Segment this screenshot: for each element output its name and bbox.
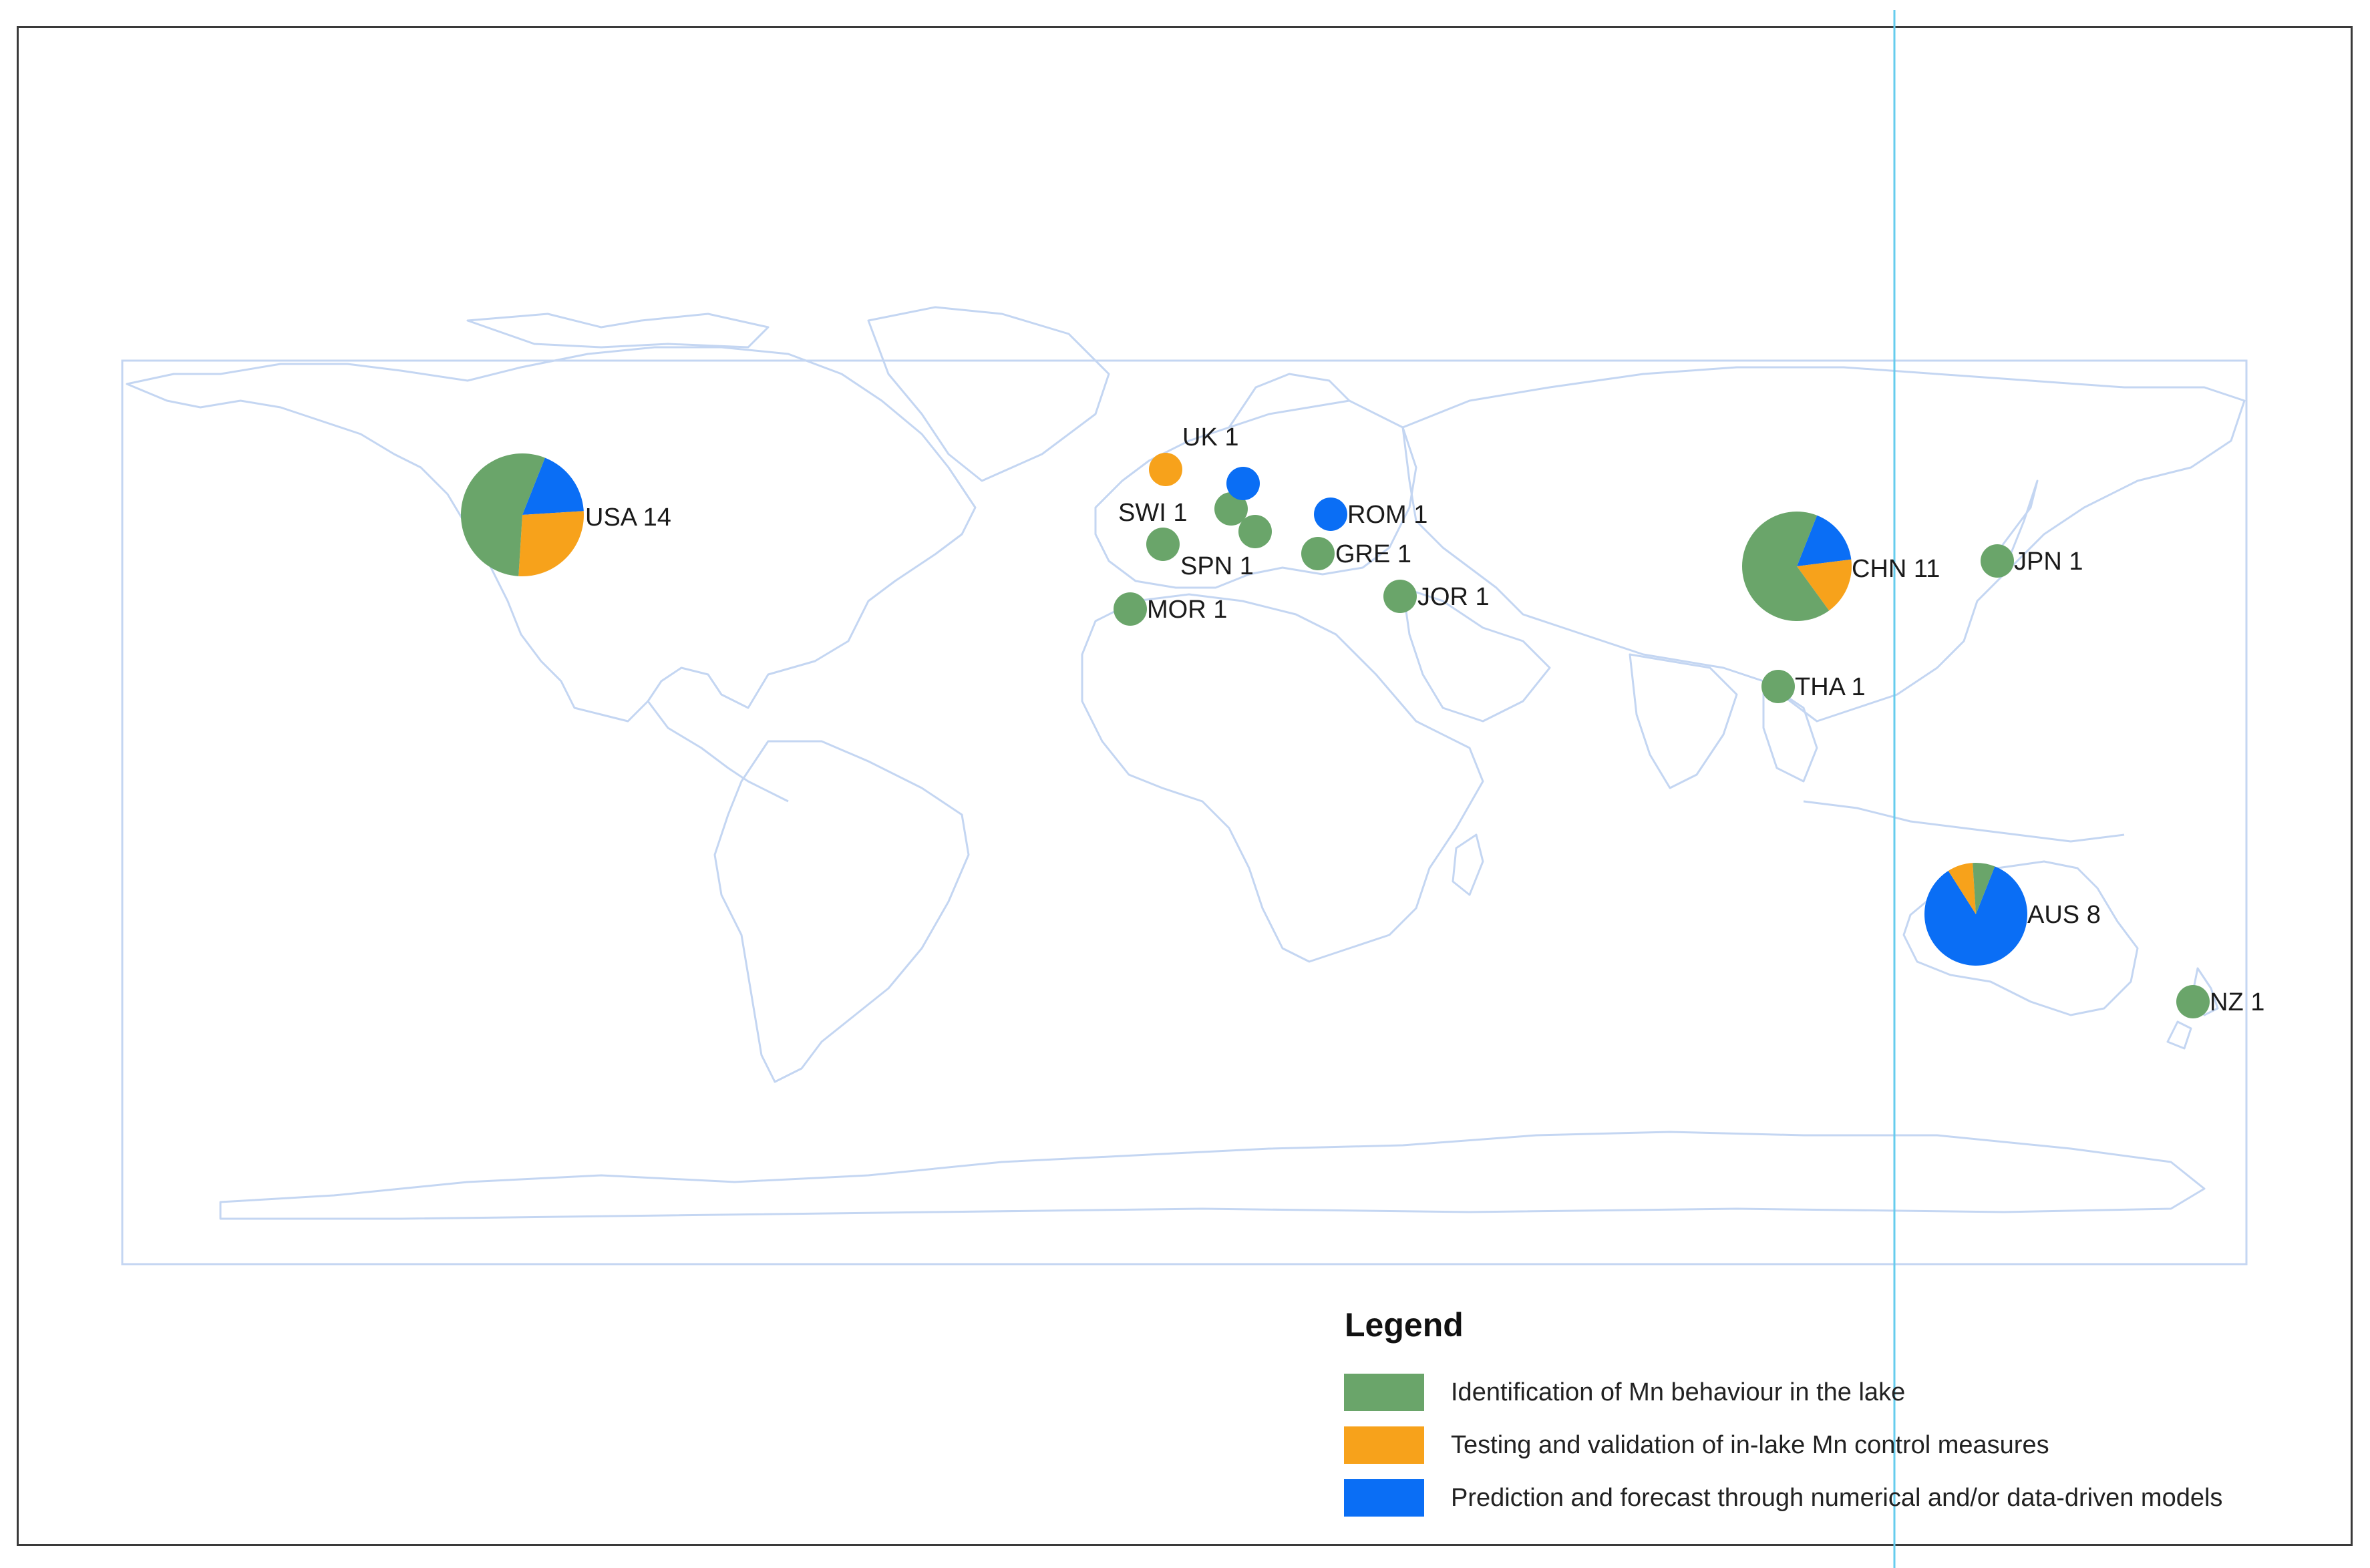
africa-outline [1081, 593, 1484, 963]
pie-slice-aus-testing [1948, 863, 1976, 914]
legend-swatch-identification [1344, 1374, 1424, 1411]
pie-slice-chn-identification [1741, 511, 1830, 622]
pie-aus [1924, 863, 2027, 966]
label-usa: USA 14 [585, 504, 671, 532]
pie-slice-usa-identification [461, 453, 545, 576]
land-outlines [126, 306, 2246, 1220]
pie-slice-chn-prediction [1797, 515, 1852, 566]
marker-unlabeled-1 [1226, 467, 1260, 500]
marker-nz [2176, 985, 2210, 1018]
marker-jor [1383, 580, 1417, 613]
indonesia-outline [1803, 800, 2125, 843]
marker-jpn [1981, 544, 2014, 578]
marker-gre [1301, 537, 1335, 570]
label-jor: JOR 1 [1417, 583, 1490, 611]
legend-label-prediction: Prediction and forecast through numerica… [1451, 1483, 2223, 1512]
marker-mor [1114, 592, 1147, 626]
greenland-outline [867, 306, 1110, 482]
label-jpn: JPN 1 [2014, 548, 2083, 576]
legend-title: Legend [1345, 1306, 1464, 1344]
south-america-outline [713, 740, 970, 1083]
map-frame [17, 26, 2353, 1546]
label-rom: ROM 1 [1347, 501, 1427, 529]
label-aus: AUS 8 [2027, 901, 2101, 929]
marker-rom [1314, 498, 1347, 531]
label-tha: THA 1 [1795, 673, 1866, 701]
north-america-outline [126, 346, 977, 723]
pie-slice-usa-prediction [522, 457, 584, 515]
marker-spn [1146, 528, 1180, 561]
central-america-outline [647, 701, 789, 803]
pie-slice-aus-prediction [1924, 866, 2027, 966]
label-chn: CHN 11 [1852, 555, 1940, 583]
pie-slice-aus-identification [1973, 863, 1995, 914]
southeast-asia-outline [1762, 680, 1818, 783]
asia-outline [1401, 366, 2246, 723]
europe-outline [1094, 399, 1417, 589]
arabia-outline [1401, 586, 1551, 723]
label-swi: SWI 1 [1118, 499, 1187, 527]
scandinavia-outline [1228, 373, 1351, 428]
india-outline [1629, 653, 1738, 789]
legend-label-identification: Identification of Mn behaviour in the la… [1451, 1378, 1906, 1406]
madagascar-outline [1452, 833, 1484, 896]
marker-tha [1761, 670, 1795, 703]
legend-swatch-testing [1344, 1426, 1424, 1464]
marker-unlabeled-2 [1238, 515, 1272, 548]
legend-item-testing: Testing and validation of in-lake Mn con… [1344, 1425, 2049, 1465]
label-mor: MOR 1 [1147, 596, 1227, 624]
marker-uk [1149, 453, 1182, 486]
legend-swatch-prediction [1344, 1479, 1424, 1517]
arctic-islands-outline [466, 313, 770, 349]
legend-item-identification: Identification of Mn behaviour in the la… [1344, 1372, 1905, 1412]
legend-item-prediction: Prediction and forecast through numerica… [1344, 1478, 2222, 1518]
pie-chn [1741, 511, 1852, 622]
pie-slice-usa-testing [518, 511, 584, 576]
marker-swi [1214, 492, 1248, 526]
legend: Legend Identification of Mn behaviour in… [1343, 1306, 2345, 1533]
label-uk: UK 1 [1182, 423, 1238, 451]
legend-label-testing: Testing and validation of in-lake Mn con… [1451, 1430, 2049, 1459]
country-markers [461, 453, 2210, 1018]
map-extent [121, 359, 2248, 1265]
label-nz: NZ 1 [2210, 988, 2264, 1016]
australia-outline [1902, 860, 2139, 1016]
label-gre: GRE 1 [1335, 540, 1411, 568]
antarctica-outline [219, 1131, 2206, 1220]
label-spn: SPN 1 [1180, 552, 1254, 580]
pie-slice-chn-testing [1797, 559, 1852, 611]
pie-usa [461, 453, 584, 576]
